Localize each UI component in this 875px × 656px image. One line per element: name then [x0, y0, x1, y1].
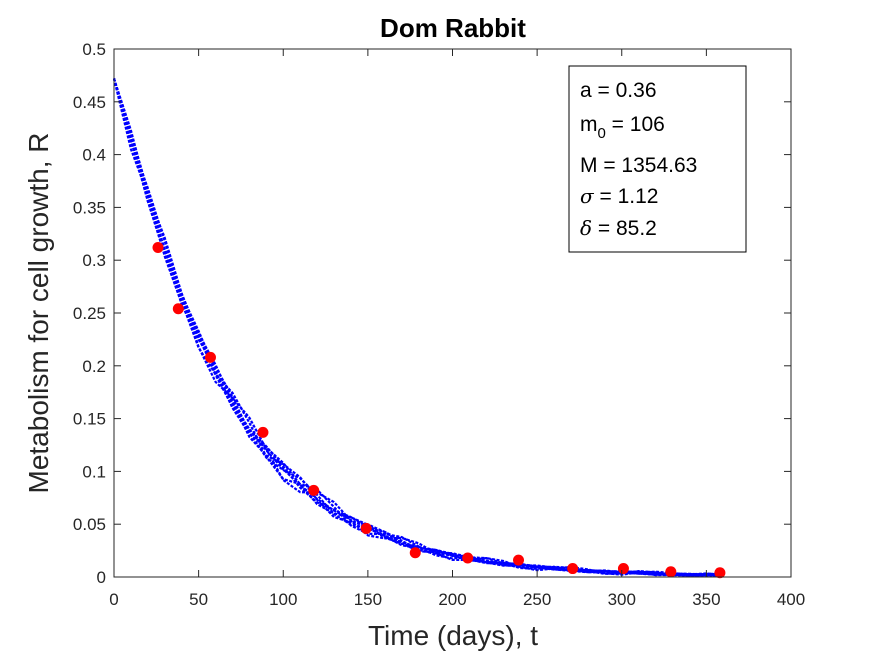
legend-line-m0: m0 = 106	[580, 113, 665, 142]
y-tick-label: 0.5	[82, 40, 106, 59]
legend-symbol: σ	[580, 184, 595, 208]
data-point	[172, 303, 184, 315]
y-axis-label: Metabolism for cell growth, R	[23, 132, 54, 493]
y-tick-label: 0	[97, 568, 106, 587]
legend-value: = 1354.63	[598, 154, 698, 177]
data-point	[360, 522, 372, 534]
legend-symbol: a	[580, 79, 592, 102]
legend-box	[568, 65, 747, 253]
legend-value: = 106	[606, 113, 665, 136]
y-tick-label: 0.05	[73, 515, 106, 534]
legend-line-M: M = 1354.63	[580, 154, 697, 177]
data-point	[152, 242, 164, 254]
y-tick-label: 0.25	[73, 304, 106, 323]
data-point	[617, 563, 629, 575]
data-point	[513, 554, 525, 566]
legend-subscript: 0	[598, 125, 606, 142]
legend-line-sigma: σ = 1.12	[580, 184, 658, 208]
y-tick-label: 0.45	[73, 93, 106, 112]
y-tick-label: 0.2	[82, 357, 106, 376]
data-point	[308, 484, 320, 496]
x-tick-labels: 0 50 100 150 200 250 300 350 400	[109, 590, 805, 609]
data-point	[567, 563, 579, 575]
y-tick-label: 0.3	[82, 251, 106, 270]
data-point	[409, 547, 421, 559]
x-tick-label: 250	[523, 590, 551, 609]
x-tick-label: 50	[189, 590, 208, 609]
legend-line-a: a = 0.36	[580, 79, 657, 102]
axis-ticks	[113, 48, 792, 578]
legend-symbol: m	[580, 113, 598, 136]
data-points	[152, 242, 726, 579]
x-tick-label: 0	[109, 590, 118, 609]
x-tick-label: 100	[269, 590, 297, 609]
chart-title: Dom Rabbit	[380, 13, 526, 43]
x-tick-label: 150	[354, 590, 382, 609]
x-tick-label: 350	[692, 590, 720, 609]
y-tick-label: 0.35	[73, 198, 106, 217]
y-tick-label: 0.15	[73, 410, 106, 429]
model-curve	[112, 78, 724, 578]
legend-value: = 85.2	[592, 217, 657, 240]
legend-value: = 0.36	[592, 79, 657, 102]
parameter-legend: a = 0.36 m0 = 106 M = 1354.63 σ = 1.12 δ…	[568, 65, 747, 253]
y-tick-label: 0.4	[82, 146, 106, 165]
x-tick-label: 400	[777, 590, 805, 609]
data-point	[204, 351, 216, 363]
legend-symbol: δ	[580, 216, 592, 240]
data-point	[665, 566, 677, 578]
data-point	[257, 426, 269, 438]
data-point	[462, 552, 474, 564]
y-tick-label: 0.1	[82, 462, 106, 481]
x-axis-label: Time (days), t	[368, 620, 538, 651]
legend-symbol: M	[580, 154, 598, 177]
y-tick-labels: 0 0.05 0.1 0.15 0.2 0.25 0.3 0.35 0.4 0.45 0.5	[73, 40, 106, 587]
legend-value: = 1.12	[594, 185, 659, 208]
legend-line-delta: δ = 85.2	[580, 216, 657, 240]
data-point	[714, 567, 726, 579]
x-tick-label: 300	[608, 590, 636, 609]
x-tick-label: 200	[438, 590, 466, 609]
